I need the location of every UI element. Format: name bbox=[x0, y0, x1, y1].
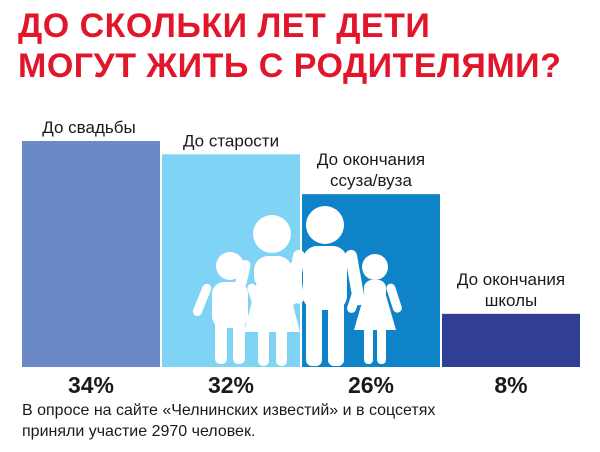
category-label-2-line-1: До старости bbox=[183, 131, 279, 150]
value-labels-group: 34% 32% 26% 8% bbox=[68, 372, 528, 398]
category-label-3-line-2: ссуза/вуза bbox=[330, 171, 412, 190]
category-label-4-line-2: школы bbox=[485, 291, 538, 310]
category-labels-group: До свадьбы До старости До окончания ссуза/в… bbox=[42, 118, 565, 310]
value-label-4: 8% bbox=[494, 372, 527, 398]
page-title: ДО СКОЛЬКИ ЛЕТ ДЕТИ МОГУТ ЖИТЬ С РОДИТЕЛ… bbox=[18, 6, 588, 86]
category-label-4-line-1: До окончания bbox=[457, 270, 565, 289]
category-label-1-line-1: До свадьбы bbox=[42, 118, 135, 137]
value-label-3: 26% bbox=[348, 372, 394, 398]
bar-chart: До свадьбы До старости До окончания ссуза/в… bbox=[22, 118, 580, 398]
footnote-line-2: приняли участие 2970 человек. bbox=[22, 423, 256, 440]
category-label-3-line-1: До окончания bbox=[317, 150, 425, 169]
family-figures-icon bbox=[192, 206, 402, 366]
bar-1 bbox=[22, 141, 160, 367]
value-label-2: 32% bbox=[208, 372, 254, 398]
value-label-1: 34% bbox=[68, 372, 114, 398]
bar-4 bbox=[442, 313, 580, 367]
title-line-2: МОГУТ ЖИТЬ С РОДИТЕЛЯМИ? bbox=[18, 47, 562, 85]
footnote-line-1: В опросе на сайте «Челнинских известий» … bbox=[22, 402, 436, 419]
title-line-1: ДО СКОЛЬКИ ЛЕТ ДЕТИ bbox=[18, 7, 431, 45]
footnote: В опросе на сайте «Челнинских известий» … bbox=[22, 400, 592, 442]
